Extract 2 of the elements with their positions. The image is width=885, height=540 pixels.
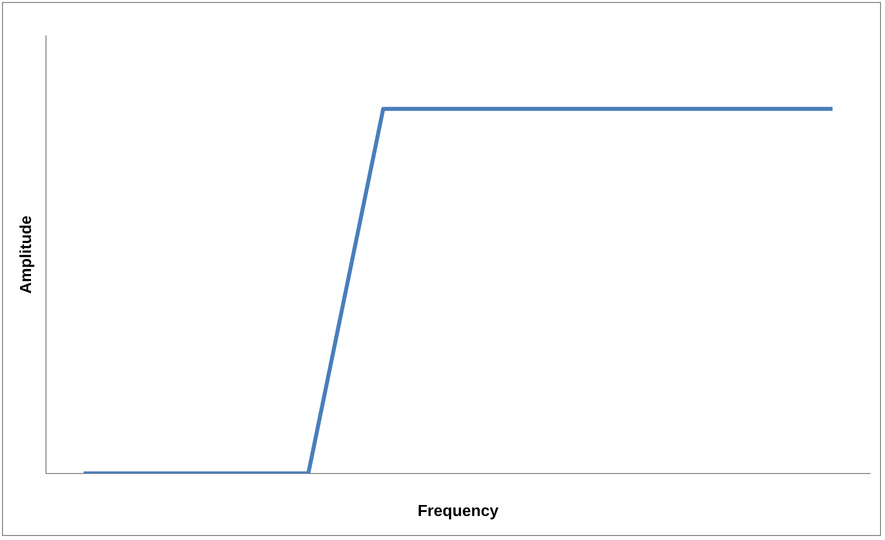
y-axis-title: Amplitude (18, 215, 36, 294)
x-axis-title: Frequency (418, 502, 499, 520)
